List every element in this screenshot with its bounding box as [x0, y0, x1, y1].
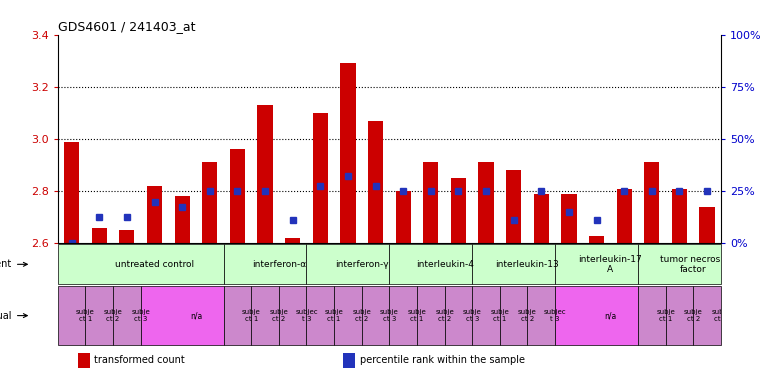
- Text: individual: individual: [0, 311, 12, 321]
- Text: subje
ct 3: subje ct 3: [712, 309, 730, 322]
- Bar: [534, 194, 549, 243]
- Text: subje
ct 3: subje ct 3: [380, 309, 399, 322]
- Text: subje
ct 2: subje ct 2: [352, 309, 371, 322]
- Bar: [306, 244, 389, 285]
- Text: subje
ct 2: subje ct 2: [104, 309, 123, 322]
- Text: subje
ct 2: subje ct 2: [270, 309, 288, 322]
- Bar: [472, 244, 555, 285]
- Bar: [92, 228, 107, 243]
- Bar: [645, 162, 659, 243]
- Bar: [224, 286, 251, 345]
- Bar: [638, 244, 721, 285]
- Bar: [58, 244, 224, 285]
- Bar: [451, 178, 466, 243]
- Bar: [617, 189, 631, 243]
- Text: interferon-γ: interferon-γ: [335, 260, 389, 269]
- Text: subje
ct 3: subje ct 3: [131, 309, 150, 322]
- Bar: [140, 286, 224, 345]
- Bar: [78, 353, 89, 368]
- Text: subje
ct 1: subje ct 1: [656, 309, 675, 322]
- Bar: [334, 286, 362, 345]
- Text: subje
ct 3: subje ct 3: [463, 309, 482, 322]
- Text: n/a: n/a: [604, 311, 617, 320]
- Bar: [285, 238, 300, 243]
- Text: subje
ct 1: subje ct 1: [490, 309, 509, 322]
- Bar: [58, 286, 86, 345]
- Bar: [417, 286, 445, 345]
- Bar: [506, 170, 521, 243]
- Bar: [258, 105, 273, 243]
- Text: subje
ct 2: subje ct 2: [684, 309, 702, 322]
- Bar: [86, 286, 113, 345]
- Text: subjec
t 3: subjec t 3: [544, 309, 567, 322]
- Text: subje
ct 1: subje ct 1: [325, 309, 343, 322]
- Text: agent: agent: [0, 259, 12, 269]
- Text: subje
ct 1: subje ct 1: [408, 309, 426, 322]
- Bar: [672, 189, 687, 243]
- Text: subje
ct 2: subje ct 2: [518, 309, 537, 322]
- Text: interleukin-4: interleukin-4: [416, 260, 473, 269]
- Bar: [699, 207, 715, 243]
- Bar: [638, 286, 665, 345]
- Bar: [113, 286, 140, 345]
- Bar: [224, 244, 306, 285]
- Bar: [279, 286, 306, 345]
- Text: transformed count: transformed count: [94, 355, 185, 365]
- Bar: [423, 162, 439, 243]
- Bar: [555, 244, 638, 285]
- Bar: [527, 286, 555, 345]
- Bar: [589, 236, 604, 243]
- Bar: [202, 162, 217, 243]
- Bar: [389, 244, 472, 285]
- Bar: [479, 162, 493, 243]
- Bar: [343, 353, 355, 368]
- Text: interferon-α: interferon-α: [251, 260, 306, 269]
- Text: percentile rank within the sample: percentile rank within the sample: [359, 355, 524, 365]
- Bar: [306, 286, 334, 345]
- Text: interleukin-17
A: interleukin-17 A: [578, 255, 642, 274]
- Bar: [396, 191, 411, 243]
- Bar: [500, 286, 527, 345]
- Text: n/a: n/a: [190, 311, 202, 320]
- Bar: [693, 286, 721, 345]
- Bar: [340, 63, 355, 243]
- Text: subje
ct 1: subje ct 1: [76, 309, 95, 322]
- Bar: [665, 286, 693, 345]
- Text: untreated control: untreated control: [115, 260, 194, 269]
- Bar: [174, 197, 190, 243]
- Text: interleukin-13: interleukin-13: [496, 260, 560, 269]
- Text: subjec
t 3: subjec t 3: [295, 309, 318, 322]
- Bar: [362, 286, 389, 345]
- Text: GDS4601 / 241403_at: GDS4601 / 241403_at: [58, 20, 195, 33]
- Bar: [120, 230, 134, 243]
- Bar: [445, 286, 472, 345]
- Bar: [472, 286, 500, 345]
- Text: tumor necrosis
factor: tumor necrosis factor: [659, 255, 727, 274]
- Bar: [555, 286, 638, 345]
- Text: subje
ct 1: subje ct 1: [242, 309, 261, 322]
- Bar: [561, 194, 577, 243]
- Bar: [313, 113, 328, 243]
- Bar: [147, 186, 162, 243]
- Bar: [368, 121, 383, 243]
- Bar: [64, 142, 79, 243]
- Bar: [389, 286, 417, 345]
- Bar: [230, 149, 245, 243]
- Bar: [251, 286, 279, 345]
- Text: subje
ct 2: subje ct 2: [436, 309, 454, 322]
